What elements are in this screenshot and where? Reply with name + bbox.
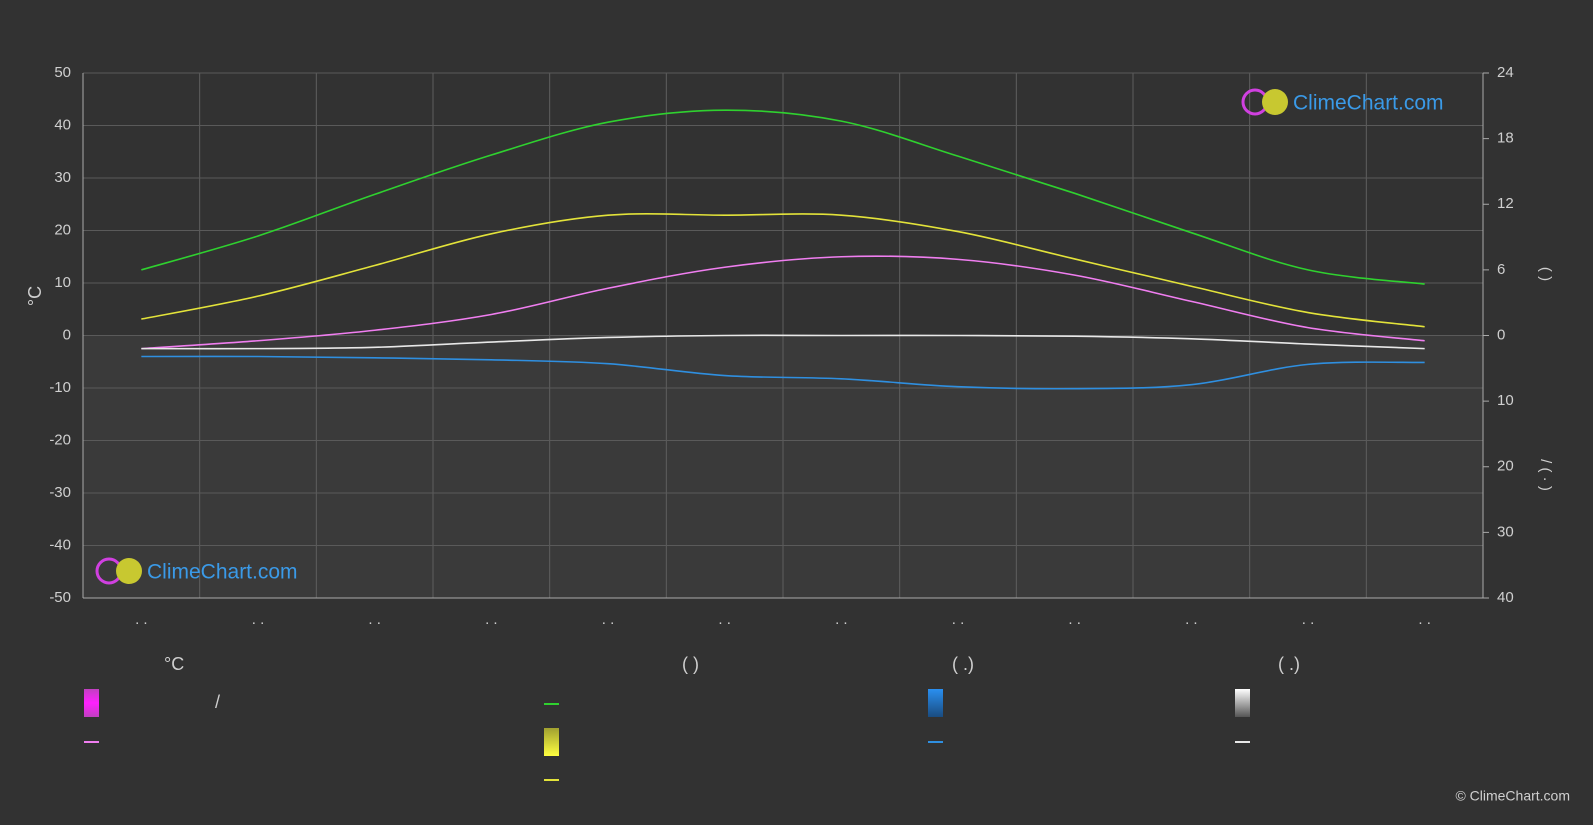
y2-tick-label: 12 — [1497, 195, 1514, 212]
series-line — [141, 213, 1425, 328]
legend-swatch — [544, 728, 559, 756]
y3-axis-label: / ( · ) — [1537, 459, 1554, 491]
y3-tick-label: 30 — [1497, 523, 1514, 540]
y-tick-label: 50 — [54, 64, 71, 81]
y-tick-label: 40 — [54, 116, 71, 133]
y-tick-label: -50 — [49, 589, 71, 606]
x-tick-label: . . — [1302, 611, 1315, 628]
x-tick-label: . . — [835, 611, 848, 628]
y-tick-label: 10 — [54, 274, 71, 291]
y-tick-label: -20 — [49, 431, 71, 448]
series-line — [141, 334, 1425, 350]
y-axis-label: °C — [25, 286, 45, 306]
y-tick-label: 20 — [54, 221, 71, 238]
logo-sun — [1262, 89, 1288, 115]
copyright: © ClimeChart.com — [1455, 788, 1570, 804]
legend-header: ( .) — [1278, 654, 1300, 674]
y-tick-label: -10 — [49, 379, 71, 396]
y2-tick-label: 0 — [1497, 326, 1505, 343]
series-line — [141, 255, 1425, 350]
x-tick-label: . . — [718, 611, 731, 628]
y-tick-label: 0 — [63, 326, 71, 343]
x-tick-label: . . — [1185, 611, 1198, 628]
x-tick-label: . . — [602, 611, 615, 628]
logo-sun — [116, 558, 142, 584]
x-tick-label: . . — [135, 611, 148, 628]
y-tick-label: 30 — [54, 169, 71, 186]
y3-tick-label: 40 — [1497, 589, 1514, 606]
series-line — [141, 355, 1425, 390]
x-tick-label: . . — [252, 611, 265, 628]
y3-tick-label: 20 — [1497, 458, 1514, 475]
y2-tick-label: 24 — [1497, 64, 1514, 81]
x-tick-label: . . — [1068, 611, 1081, 628]
y3-tick-label: 10 — [1497, 392, 1514, 409]
plot — [82, 72, 1484, 599]
legend-header: ( ) — [682, 654, 699, 674]
legend-header: °C — [164, 654, 184, 674]
x-tick-label: . . — [485, 611, 498, 628]
x-tick-label: . . — [1418, 611, 1431, 628]
watermark: ClimeChart.com — [147, 561, 298, 584]
y-tick-label: -40 — [49, 536, 71, 553]
legend-swatch — [928, 689, 943, 717]
legend-header: ( .) — [952, 654, 974, 674]
watermark: ClimeChart.com — [1293, 92, 1444, 115]
y2-axis-label: ( ) — [1537, 267, 1554, 281]
x-tick-label: . . — [952, 611, 965, 628]
legend-note: / — [215, 692, 220, 712]
y-tick-label: -30 — [49, 484, 71, 501]
series-line — [141, 109, 1425, 285]
y2-tick-label: 18 — [1497, 130, 1514, 147]
legend-swatch — [1235, 689, 1250, 717]
x-tick-label: . . — [368, 611, 381, 628]
legend-swatch — [84, 689, 99, 717]
y2-tick-label: 6 — [1497, 261, 1505, 278]
